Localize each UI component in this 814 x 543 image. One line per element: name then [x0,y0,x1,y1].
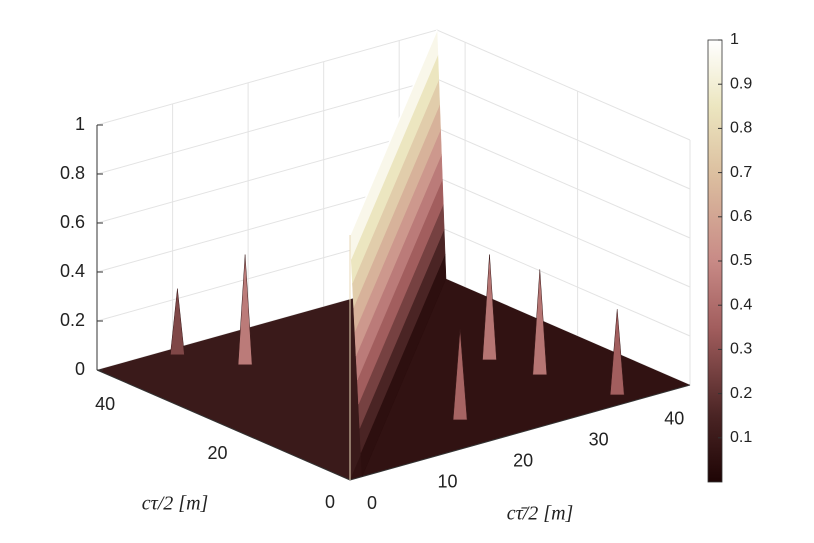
colorbar-tick-label: 0.2 [730,385,752,402]
y-axis-label: cτ/2 [m] [142,493,209,515]
colorbar-tick-label: 0.6 [730,208,752,225]
z-tick-label: 0.4 [60,261,85,281]
wall [97,30,437,370]
x-axis-label: cτ̄/2 [m] [507,503,574,525]
x-tick-label: 30 [589,429,609,449]
y-tick-label: 0 [325,492,335,512]
colorbar-tick-label: 0.7 [730,164,752,181]
colorbar-tick-label: 0.8 [730,120,752,137]
colorbar-tick-label: 1 [730,31,739,48]
axis-line [349,384,691,481]
colorbar-tick-label: 0.3 [730,341,752,358]
surface-peak [532,269,548,376]
z-tick-label: 0 [75,359,85,379]
z-tick-label: 0.6 [60,212,85,232]
colorbar-tick-label: 0.5 [730,252,752,269]
colorbar-tick-label: 0.4 [730,296,752,313]
surface-peak [237,254,253,366]
z-tick-label: 1 [75,114,85,134]
x-tick-label: 10 [438,472,458,492]
surface-peak [482,254,497,361]
x-tick-label: 0 [367,493,377,513]
surface-peak [609,309,625,396]
y-tick-label: 20 [208,443,228,463]
x-tick-label: 20 [513,451,533,471]
z-tick-label: 0.8 [60,163,85,183]
axis-line [96,369,351,481]
z-tick-label: 0.2 [60,310,85,330]
ridge-top [349,29,438,236]
surface-floor [350,275,690,480]
x-tick-label: 40 [664,408,684,428]
surface-peak [170,288,185,356]
y-tick-label: 40 [95,394,115,414]
surface-peak [452,329,468,421]
colorbar-tick-label: 0.9 [730,75,752,92]
colorbar-tick-label: 0.1 [730,429,752,446]
